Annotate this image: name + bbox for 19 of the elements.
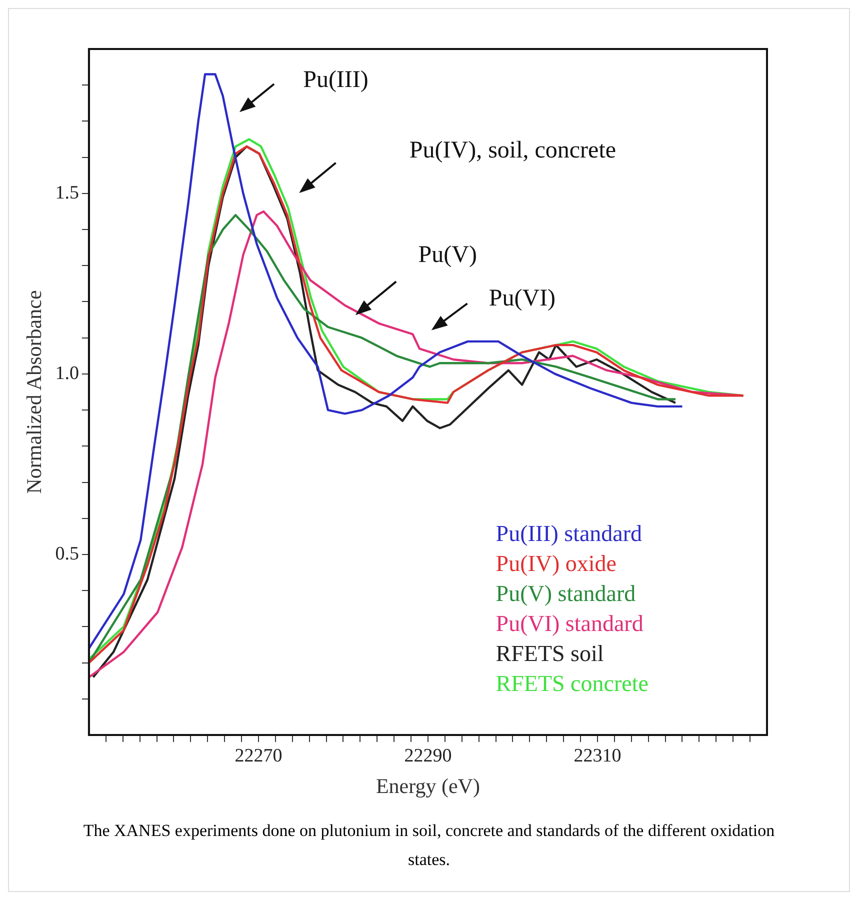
text: Pu(VI) standard: [496, 611, 644, 636]
annotation: Pu(IV), soil, concrete: [409, 138, 616, 164]
text: RFETS concrete: [496, 671, 648, 696]
text: Pu(V) standard: [496, 581, 636, 606]
text: Pu(III) standard: [496, 521, 643, 546]
y-tick-label: 1.0: [55, 362, 79, 384]
y-tick-label: 1.5: [55, 182, 79, 204]
x-tick-label: 22290: [404, 745, 452, 766]
x-axis-title: Energy (eV): [376, 774, 480, 798]
text: Pu(IV) oxide: [496, 551, 617, 576]
y-tick-label: 0.5: [55, 543, 79, 564]
x-tick-label: 22310: [574, 745, 622, 766]
text: RFETS soil: [496, 641, 604, 666]
x-tick-label: 22270: [234, 745, 282, 766]
y-axis-title: Normalized Absorbance: [22, 290, 46, 494]
annotation: Pu(V): [418, 242, 477, 268]
annotation: Pu(VI): [488, 286, 556, 312]
annotation: Pu(III): [303, 66, 368, 93]
text: The XANES experiments done on plutonium in soil, concrete and standards of the different oxidation states.: [82, 820, 776, 871]
